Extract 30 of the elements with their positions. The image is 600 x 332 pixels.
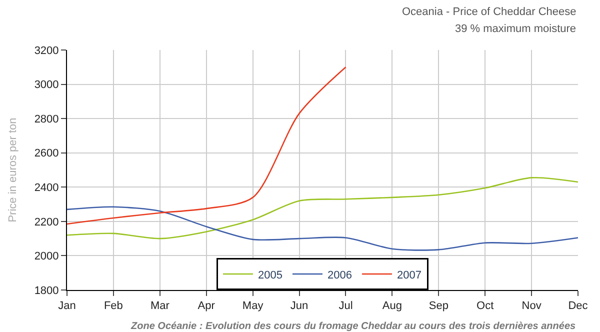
x-tick-label: Oct <box>476 300 494 312</box>
x-tick-label: Jul <box>338 300 353 312</box>
line-series <box>67 176 578 240</box>
line-series <box>67 206 578 251</box>
y-tick-label: 3200 <box>34 44 59 57</box>
legend-label: 2005 <box>258 269 282 282</box>
x-tick-label: Apr <box>198 300 216 312</box>
y-tick-label: 2200 <box>34 216 59 228</box>
x-tick-label: Sep <box>428 300 448 312</box>
line-series <box>67 66 346 225</box>
x-tick-label: Jan <box>58 300 76 312</box>
y-tick-label: 2400 <box>34 182 59 194</box>
x-tick-label: May <box>242 300 264 312</box>
y-tick-label: 2000 <box>34 250 59 263</box>
x-tick-label: Aug <box>382 300 402 312</box>
x-tick-label: Dec <box>568 300 588 312</box>
x-tick-label: Mar <box>150 300 170 312</box>
y-tick-label: 2800 <box>34 113 59 126</box>
chart-title: Oceania - Price of Cheddar Cheese <box>402 6 576 18</box>
x-tick-label: Feb <box>104 300 123 312</box>
x-tick-label: Nov <box>522 300 542 312</box>
y-axis-title: Price in euros per ton <box>6 118 19 222</box>
x-tick-label: Jun <box>290 300 308 312</box>
y-tick-label: 2600 <box>34 148 59 160</box>
legend-label: 2006 <box>327 269 352 282</box>
y-tick-label: 1800 <box>34 284 59 297</box>
legend-label: 2007 <box>396 269 422 282</box>
chart-subtitle: 39 % maximum moisture <box>455 23 576 35</box>
text: Zone Océanie : Evolution des cours du fromage Cheddar au cours des trois dernières années <box>130 321 576 332</box>
y-tick-label: 3000 <box>34 79 59 92</box>
